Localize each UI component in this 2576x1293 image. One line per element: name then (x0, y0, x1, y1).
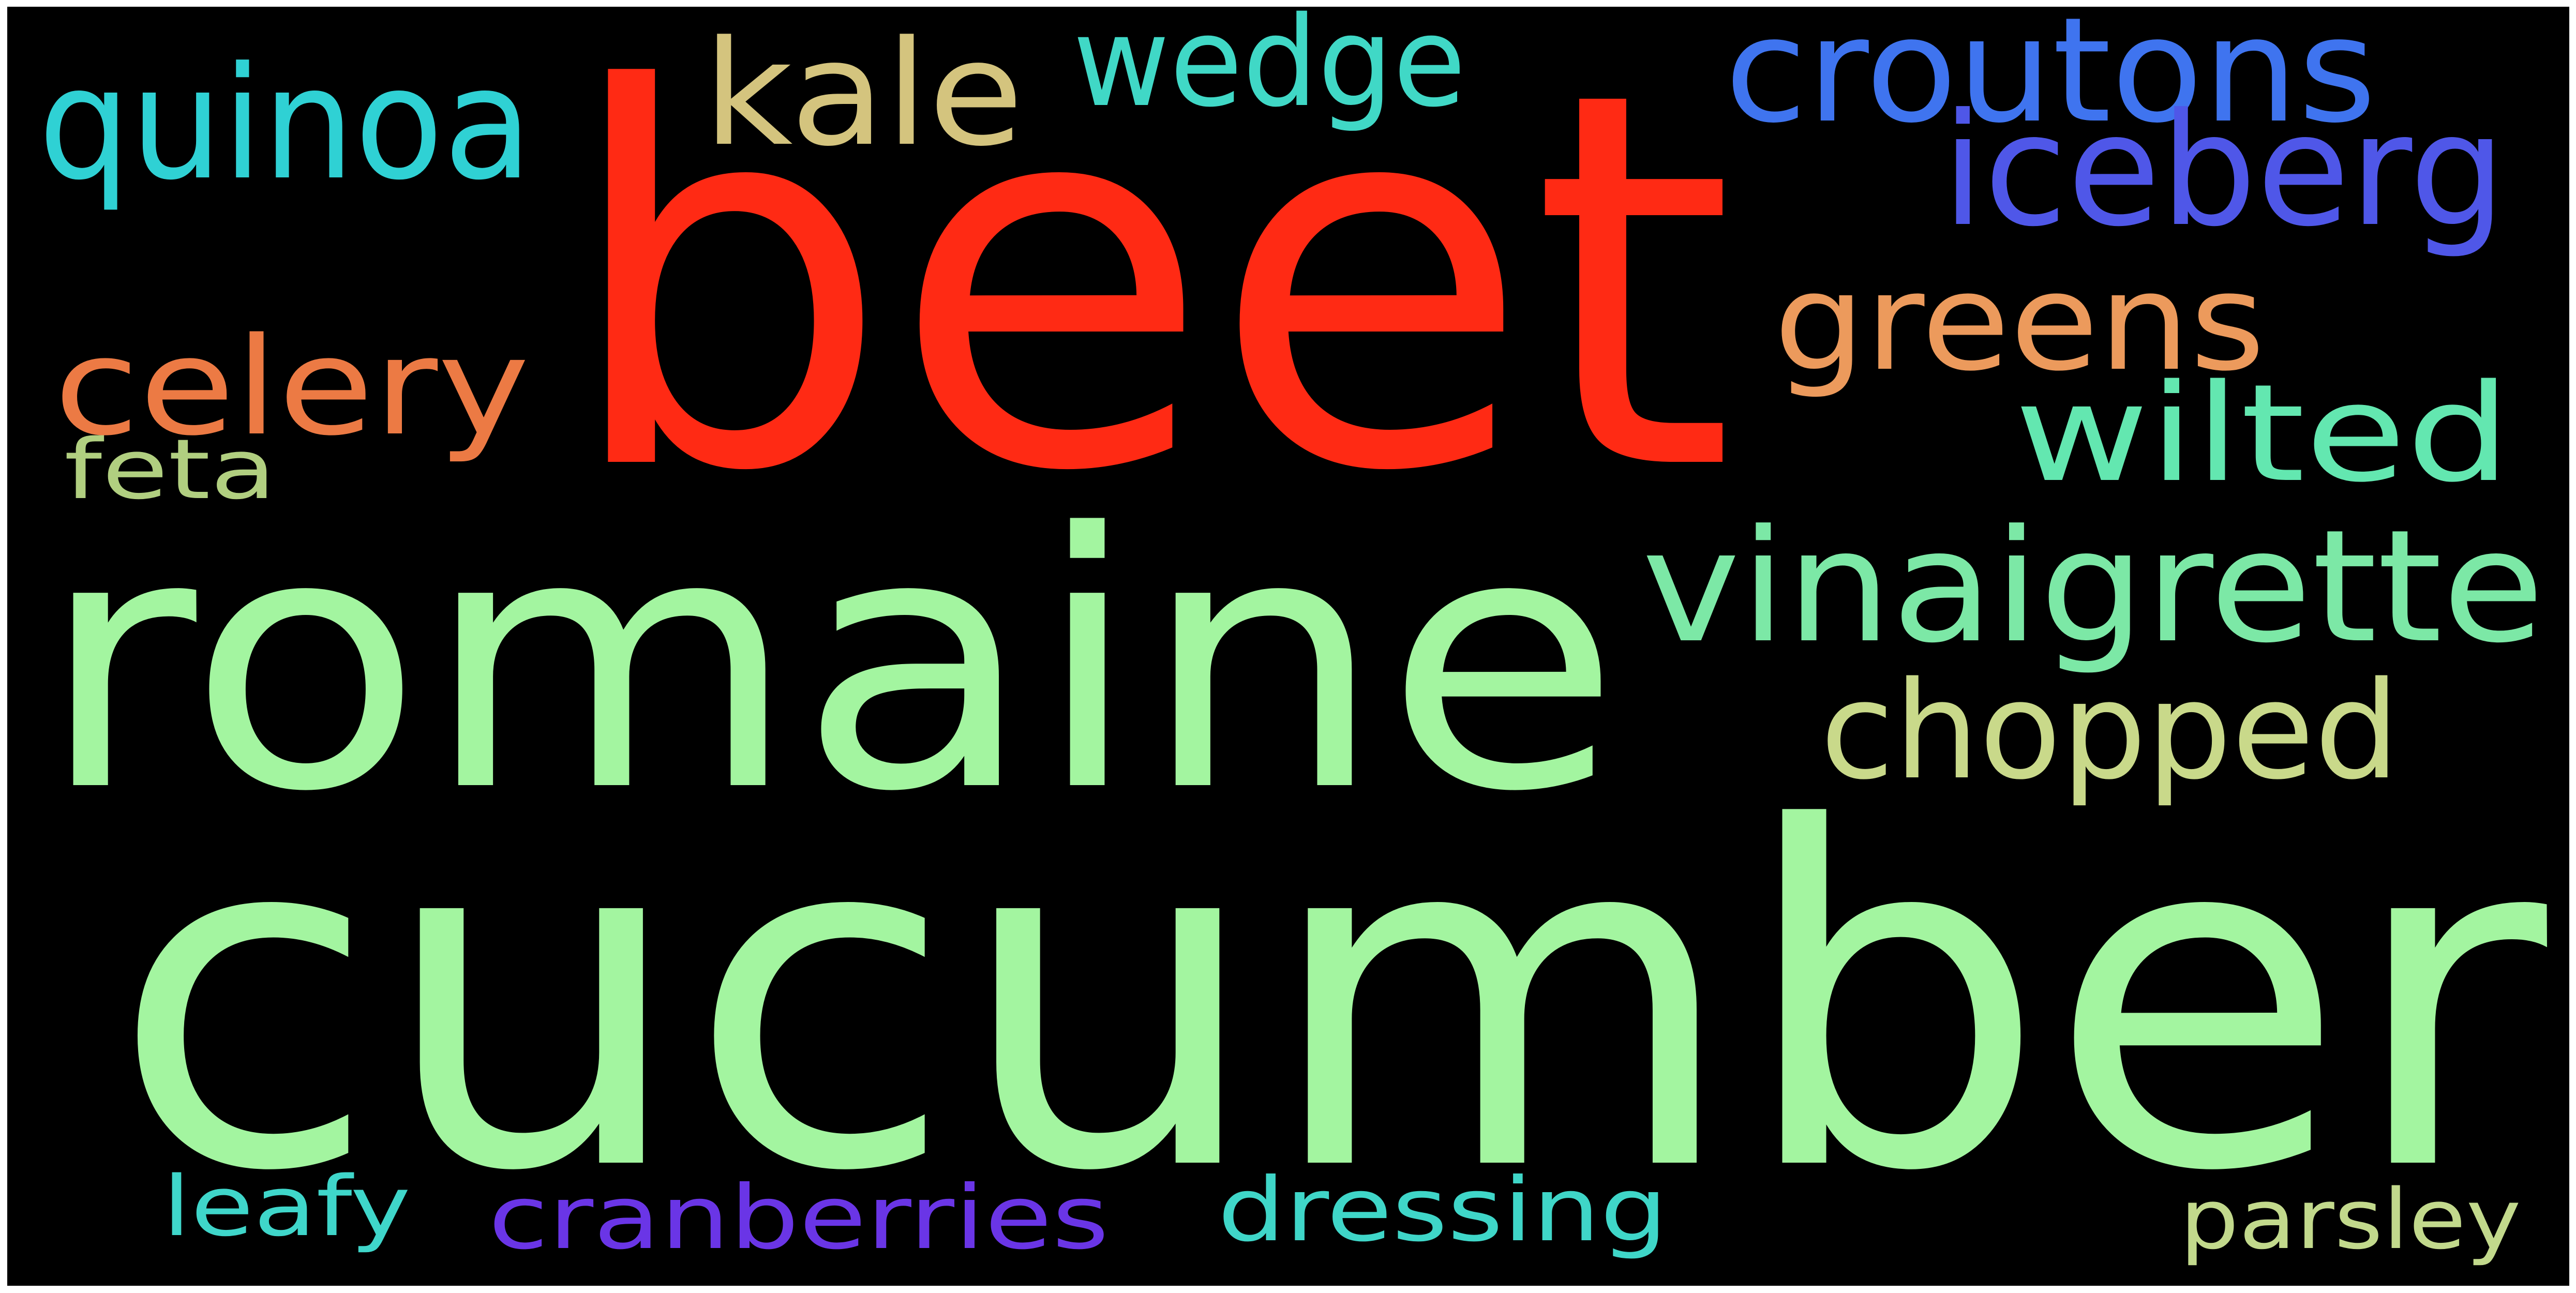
word-feta: feta (64, 421, 276, 518)
word-parsley: parsley (2180, 1171, 2521, 1268)
word-romaine: romaine (38, 459, 1621, 868)
word-dressing: dressing (1218, 1159, 1668, 1261)
word-cloud-canvas: beet cucumber romaine vinaigrette crouto… (7, 7, 2569, 1286)
word-wedge: wedge (1073, 7, 1466, 134)
word-leafy: leafy (162, 1158, 411, 1255)
word-quinoa: quinoa (38, 34, 532, 214)
word-greens: greens (1774, 245, 2265, 401)
word-chopped: chopped (1820, 653, 2400, 809)
word-celery: celery (54, 309, 530, 465)
word-cucumber: cucumber (111, 731, 2552, 1273)
word-cloud: beet cucumber romaine vinaigrette crouto… (7, 7, 2569, 1286)
word-kale: kale (703, 10, 1024, 178)
word-croutons: croutons (1725, 7, 2376, 155)
word-iceberg: iceberg (1942, 80, 2506, 261)
word-wilted: wilted (2014, 356, 2511, 512)
word-vinaigrette: vinaigrette (1642, 497, 2544, 677)
word-cranberries: cranberries (488, 1167, 1109, 1269)
word-beet: beet (561, 7, 1735, 584)
cloud-background (7, 7, 2569, 1286)
